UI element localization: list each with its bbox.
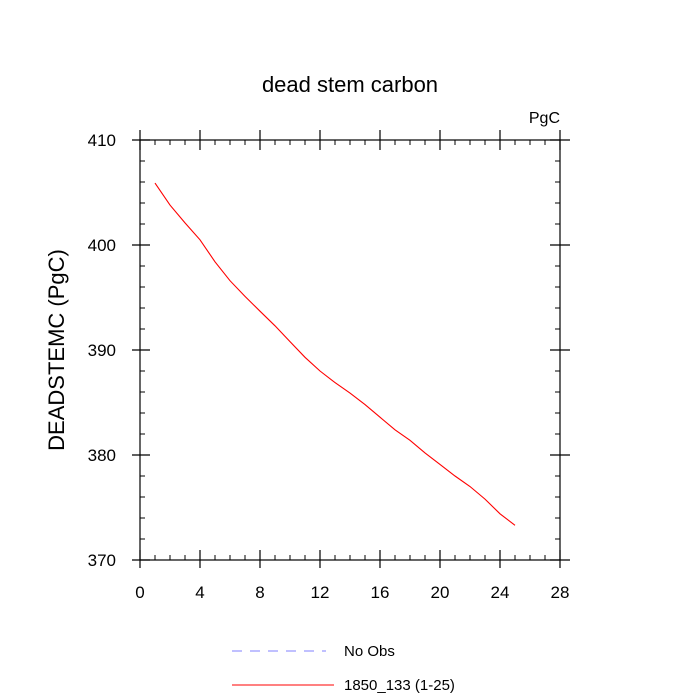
x-tick-label: 0 <box>135 583 144 602</box>
axis-ticks <box>132 130 570 568</box>
x-tick-label: 8 <box>255 583 264 602</box>
plot-frame <box>139 139 561 561</box>
chart-title: dead stem carbon <box>262 72 438 97</box>
y-tick-label: 380 <box>88 446 116 465</box>
series-line-0 <box>154 182 516 526</box>
y-tick-labels: 370 380 390 400 410 <box>88 131 116 570</box>
x-tick-label: 28 <box>551 583 570 602</box>
y-tick-label: 400 <box>88 236 116 255</box>
legend-series-label: 1850_133 (1-25) <box>344 677 455 694</box>
y-tick-label: 390 <box>88 341 116 360</box>
legend-no-obs-label: No Obs <box>344 643 395 660</box>
y-tick-label: 410 <box>88 131 116 150</box>
legend: No Obs 1850_133 (1-25) <box>232 643 455 694</box>
x-tick-label: 4 <box>195 583 204 602</box>
x-tick-label: 24 <box>491 583 510 602</box>
y-axis-title: DEADSTEMC (PgC) <box>44 249 69 451</box>
x-tick-labels: 0 4 8 12 16 20 24 28 <box>135 583 569 602</box>
x-tick-label: 12 <box>311 583 330 602</box>
units-label: PgC <box>529 110 560 127</box>
series-group <box>154 182 516 526</box>
y-tick-label: 370 <box>88 551 116 570</box>
x-tick-label: 16 <box>371 583 390 602</box>
x-tick-label: 20 <box>431 583 450 602</box>
